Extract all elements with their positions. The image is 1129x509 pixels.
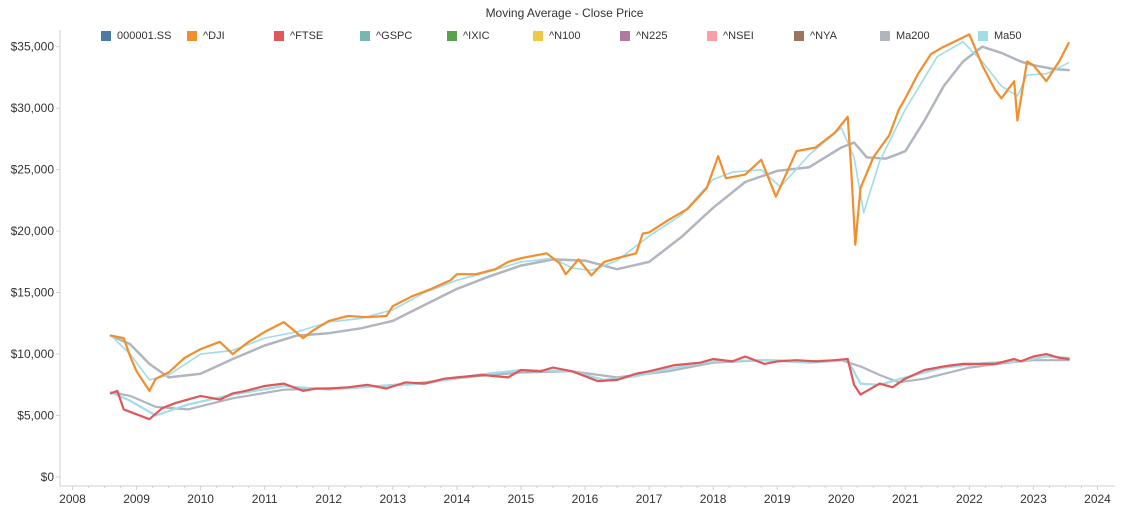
legend-label: Ma50 (994, 30, 1022, 42)
x-tick-label: 2013 (379, 492, 406, 506)
y-tick-label: $5,000 (17, 409, 54, 423)
series-layer (109, 33, 1070, 421)
legend-item-000001-ss[interactable]: 000001.SS (101, 30, 171, 42)
legend-label: ^GSPC (376, 30, 413, 42)
legend-swatch (101, 31, 111, 41)
legend-label: 000001.SS (117, 30, 172, 42)
x-tick-label: 2024 (1084, 492, 1111, 506)
y-tick-label: $30,000 (11, 101, 55, 115)
x-tick-label: 2020 (828, 492, 855, 506)
series-line-ma50[interactable] (110, 40, 1070, 381)
legend-swatch (794, 31, 804, 41)
x-tick-label: 2021 (892, 492, 919, 506)
legend-label: ^NYA (810, 30, 837, 42)
legend-item-gspc[interactable]: ^GSPC (360, 30, 412, 42)
x-tick-label: 2012 (315, 492, 342, 506)
series-line-ma200[interactable] (109, 45, 1070, 379)
series-line-dji[interactable] (109, 33, 1070, 392)
legend-label: ^FTSE (290, 30, 324, 42)
legend-swatch (880, 31, 890, 41)
y-tick-label: $10,000 (11, 347, 55, 361)
x-tick-label: 2018 (700, 492, 727, 506)
chart-title: Moving Average - Close Price (485, 6, 644, 20)
legend-item-nsei[interactable]: ^NSEI (707, 30, 754, 42)
legend-swatch (533, 31, 543, 41)
x-tick-label: 2023 (1020, 492, 1047, 506)
series-line-ma50-ftse[interactable] (109, 355, 1070, 417)
series-line-ma200-ftse[interactable] (109, 359, 1070, 411)
y-tick-label: $35,000 (11, 40, 55, 54)
legend-item-nya[interactable]: ^NYA (794, 30, 837, 42)
legend-label: ^DJI (203, 30, 225, 42)
x-tick-label: 2010 (187, 492, 214, 506)
legend-label: ^N225 (636, 30, 668, 42)
legend-item-ma200[interactable]: Ma200 (880, 30, 930, 42)
legend-item-ma50[interactable]: Ma50 (978, 30, 1022, 42)
x-tick-label: 2009 (123, 492, 150, 506)
x-tick-label: 2014 (444, 492, 471, 506)
legend-swatch (360, 31, 370, 41)
legend-label: ^N100 (549, 30, 581, 42)
y-tick-label: $25,000 (11, 163, 55, 177)
legend-item-n225[interactable]: ^N225 (620, 30, 667, 42)
x-tick-label: 2011 (252, 492, 278, 506)
legend-item-n100[interactable]: ^N100 (533, 30, 580, 42)
legend-item-ftse[interactable]: ^FTSE (274, 30, 323, 42)
x-tick-label: 2017 (636, 492, 663, 506)
legend-swatch (274, 31, 284, 41)
legend-swatch (707, 31, 717, 41)
x-tick-label: 2008 (59, 492, 86, 506)
legend-label: ^NSEI (723, 30, 754, 42)
series-line-ftse[interactable] (109, 353, 1070, 421)
x-tick-label: 2022 (956, 492, 983, 506)
x-axis-ticks: 2008 2009 2010 2011 2012 2013 2014 2015 2016 2017… (59, 486, 1111, 506)
legend-item-dji[interactable]: ^DJI (187, 30, 225, 42)
legend-label: Ma200 (896, 30, 930, 42)
y-tick-label: $20,000 (11, 224, 55, 238)
y-tick-label: $0 (41, 470, 55, 484)
x-tick-label: 2019 (764, 492, 791, 506)
legend-swatch (978, 31, 988, 41)
y-axis-ticks: $0 $5,000 $10,000 $15,000 $20,000 $25,000 $30,… (11, 40, 60, 484)
x-tick-label: 2016 (572, 492, 599, 506)
x-tick-label: 2015 (508, 492, 535, 506)
legend-label: ^IXIC (463, 30, 490, 42)
legend: 000001.SS ^DJI ^FTSE ^GSPC ^IXIC ^N100 ^… (0, 30, 1129, 46)
legend-swatch (620, 31, 630, 41)
legend-swatch (187, 31, 197, 41)
legend-item-ixic[interactable]: ^IXIC (447, 30, 490, 42)
legend-swatch (447, 31, 457, 41)
y-tick-label: $15,000 (11, 286, 55, 300)
